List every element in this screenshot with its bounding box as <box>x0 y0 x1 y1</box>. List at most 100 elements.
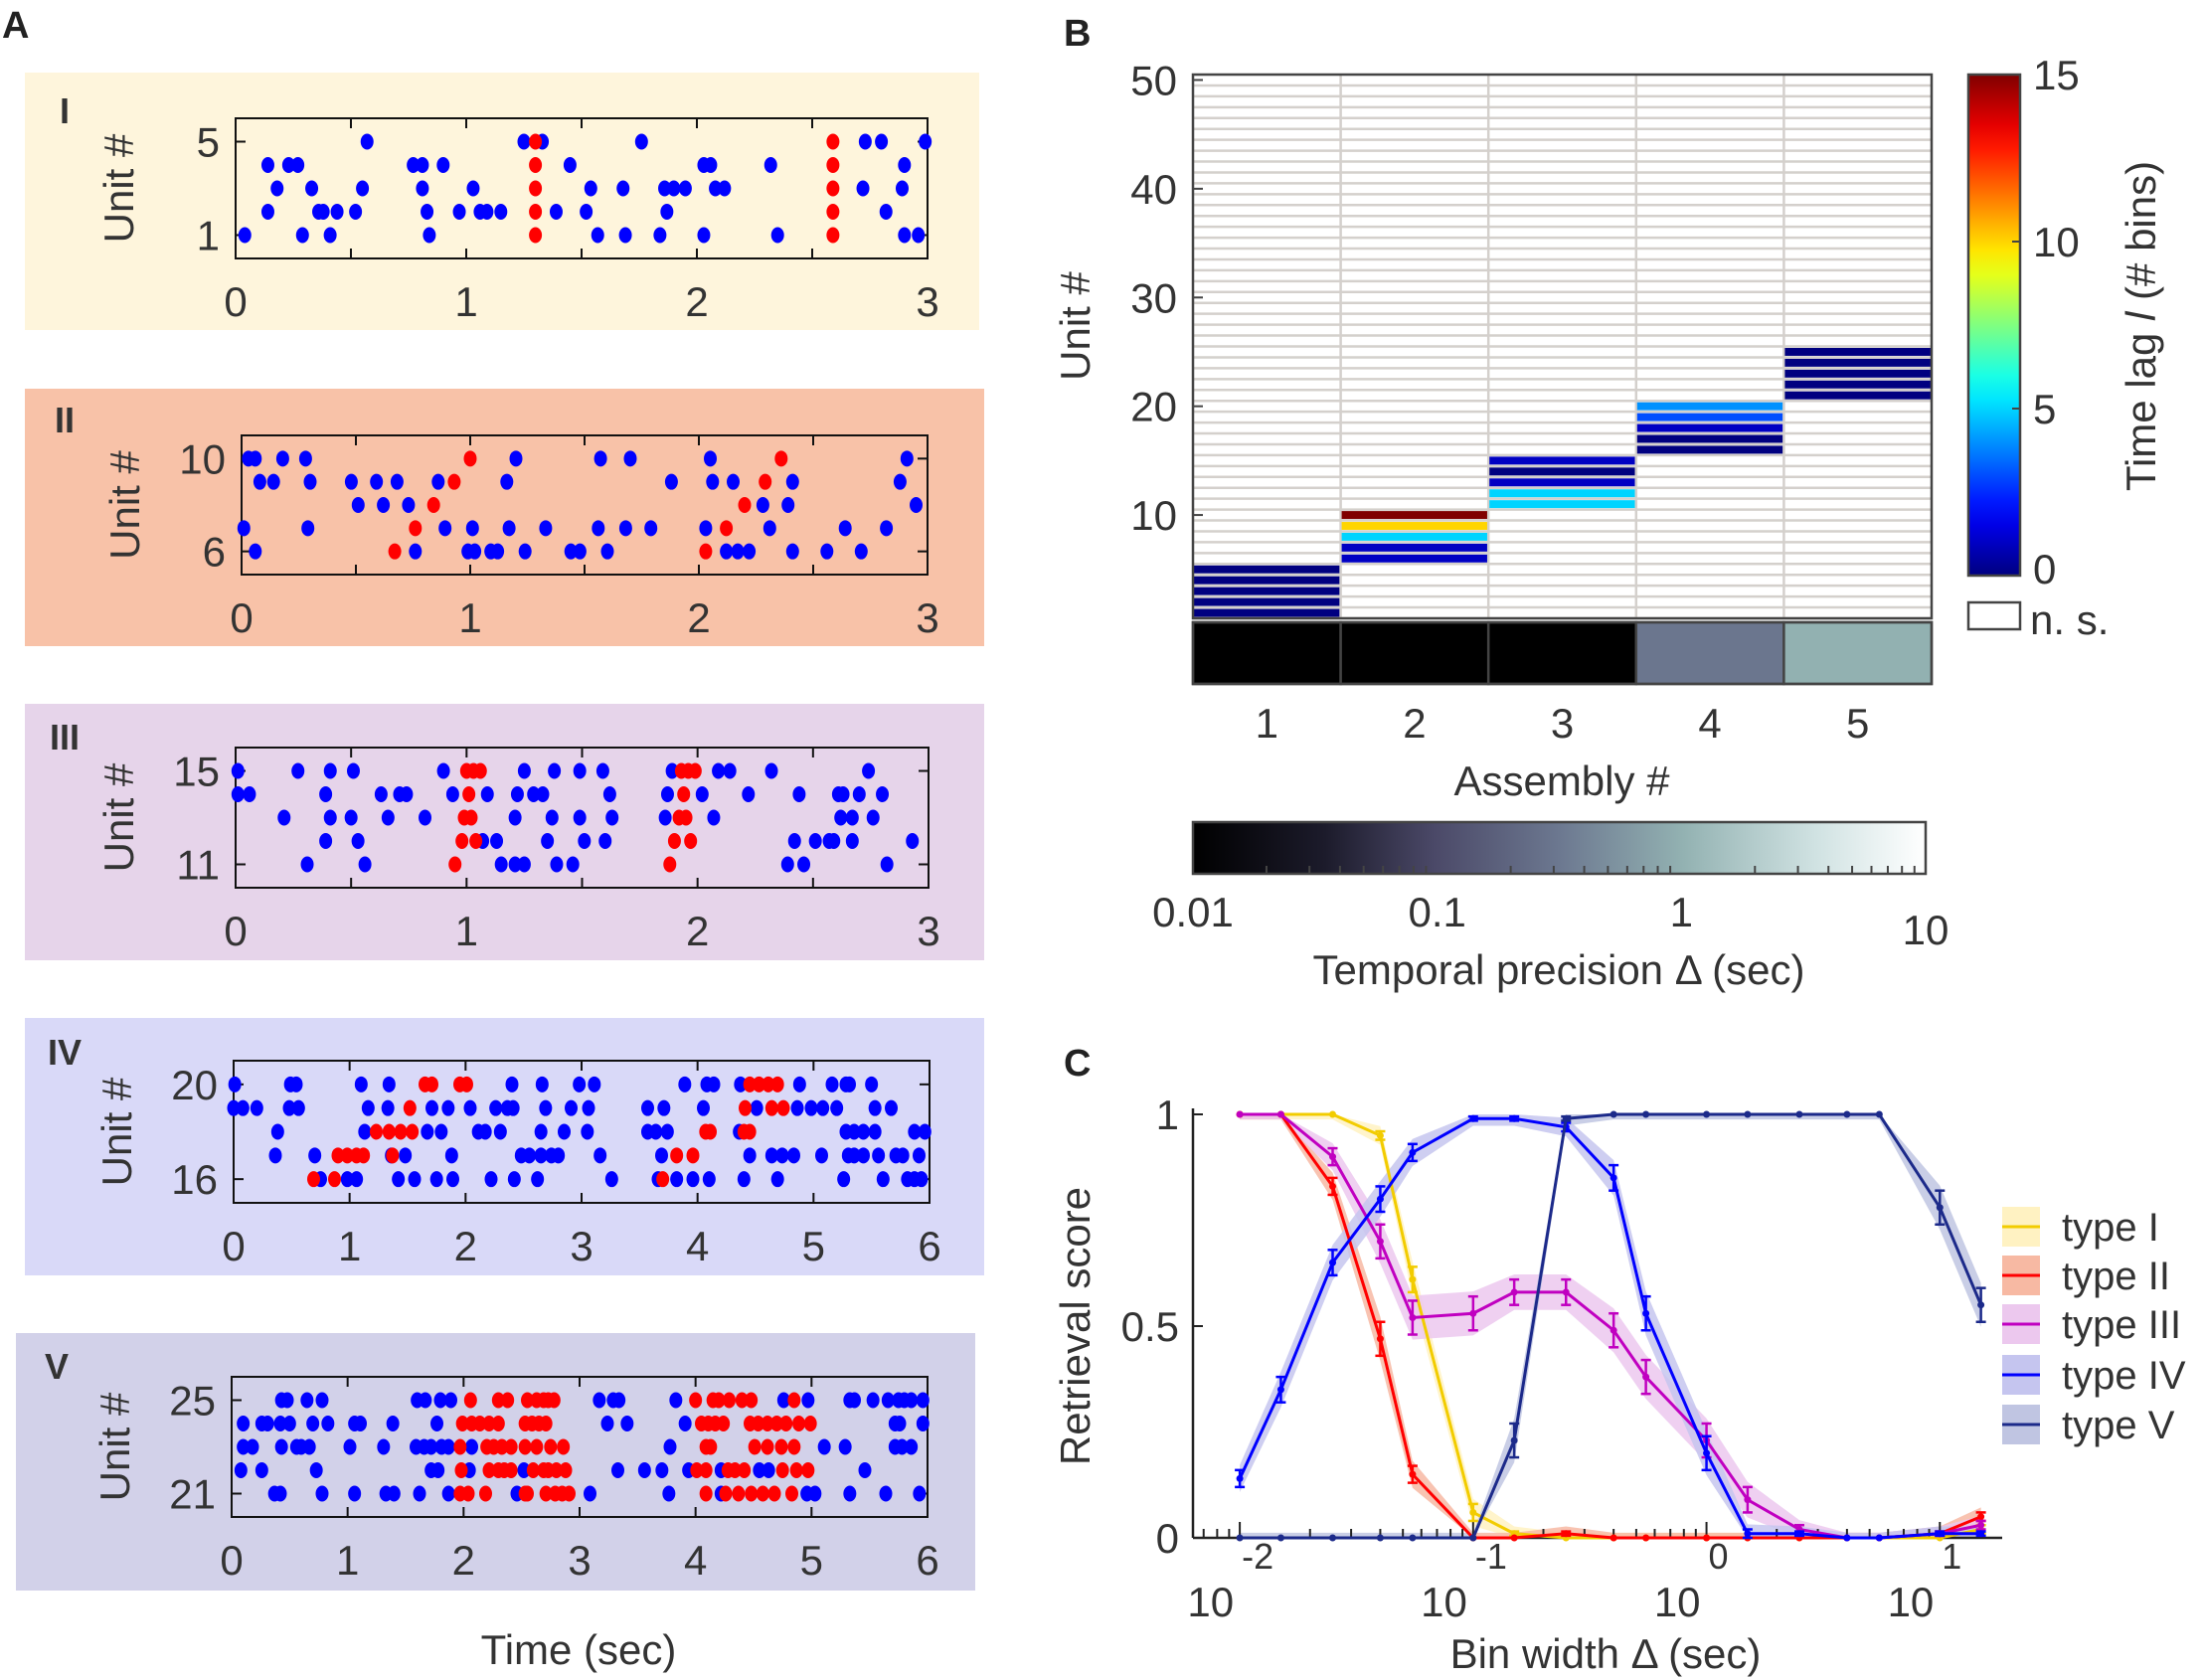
assembly-spike-dot <box>370 1123 383 1140</box>
spike-dot <box>900 450 914 467</box>
assembly-spike-dot <box>501 1392 515 1409</box>
assembly-spike-dot <box>529 157 543 173</box>
spike-dot <box>848 1392 861 1409</box>
spike-dot <box>291 1099 305 1116</box>
spike-dot <box>843 1485 857 1502</box>
assembly-spike-dot <box>539 1485 553 1502</box>
spike-dot <box>845 833 859 849</box>
spike-dot <box>916 1392 930 1409</box>
y-axis-label: Retrieval score <box>1052 1187 1099 1465</box>
spike-dot <box>508 856 522 873</box>
colorbar-title-text: Time lag <box>2118 321 2164 491</box>
data-point <box>1610 1174 1617 1182</box>
data-point <box>1329 1110 1337 1118</box>
heatmap-cell <box>1194 576 1340 585</box>
heatmap-axes-box <box>1191 73 1934 620</box>
spike-dot <box>382 1076 396 1092</box>
spike-dot <box>517 133 531 150</box>
spike-dot <box>600 1416 614 1431</box>
spike-dot <box>742 786 756 802</box>
spike-dot <box>419 1392 432 1409</box>
spike-dot <box>502 520 516 537</box>
y-tick-label: 20 <box>1130 384 1177 430</box>
precision-strip-box <box>1191 620 1934 686</box>
spike-dot <box>260 157 274 173</box>
spike-dot <box>881 1392 895 1409</box>
spike-dot <box>858 133 872 150</box>
spike-dot <box>237 1438 251 1455</box>
data-point <box>1936 1530 1944 1538</box>
spike-dot <box>591 227 604 244</box>
spike-dot <box>446 1171 459 1188</box>
spike-dot <box>641 1099 654 1116</box>
assembly-spike-dot <box>482 1416 496 1431</box>
spike-dot <box>377 1438 391 1455</box>
not-significant-swatch <box>1966 600 2022 631</box>
data-point <box>1562 1114 1570 1122</box>
spike-dot <box>295 227 309 244</box>
raster-panel-numeral: II <box>55 400 75 440</box>
spike-dot <box>319 786 333 802</box>
spike-dot <box>872 1147 886 1164</box>
spike-dot <box>431 473 445 490</box>
spike-dot <box>421 204 434 220</box>
assembly-spike-dot <box>826 180 840 197</box>
spike-dot <box>756 497 769 513</box>
spike-dot <box>678 1416 692 1431</box>
spike-dot <box>763 157 777 173</box>
assembly-spike-dot <box>557 1438 571 1455</box>
spike-dot <box>508 809 522 826</box>
data-point <box>1376 1335 1384 1343</box>
legend-label: type I <box>2062 1206 2159 1250</box>
precision-colorbar-title: Temporal precision Δ (sec) <box>1313 946 1805 993</box>
spike-dot <box>356 180 370 197</box>
spike-dot <box>913 1147 926 1164</box>
spike-dot <box>593 1147 607 1164</box>
data-point <box>1276 1386 1284 1394</box>
x-tick-label: 6 <box>916 1537 938 1584</box>
spike-dot <box>792 1076 806 1092</box>
assembly-tick-label: 1 <box>1256 700 1278 747</box>
spike-dot <box>764 762 778 779</box>
spike-dot <box>595 762 609 779</box>
spike-dot <box>573 543 587 560</box>
spike-dot <box>866 1392 880 1409</box>
x-tick-label: 4 <box>686 1223 709 1269</box>
assembly-spike-dot <box>656 1171 670 1188</box>
legend-entry: type III <box>2002 1303 2181 1347</box>
spike-dot <box>665 762 679 779</box>
data-point <box>1703 1534 1711 1542</box>
spike-dot <box>298 450 312 467</box>
assembly-spike-dot <box>699 543 713 560</box>
raster-background <box>25 1018 984 1275</box>
spike-dot <box>315 1485 329 1502</box>
spike-dot <box>573 762 587 779</box>
spike-dot <box>580 204 593 220</box>
spike-dot <box>618 227 632 244</box>
x-tick-label: 0 <box>224 278 247 325</box>
spike-dot <box>433 1392 447 1409</box>
assembly-spike-dot <box>550 1462 564 1478</box>
spike-dot <box>305 180 319 197</box>
x-tick-label: 0 <box>220 1537 243 1584</box>
data-point <box>1610 1326 1617 1334</box>
precision-colorbar <box>1191 820 1928 876</box>
data-point <box>1510 1436 1518 1444</box>
assembly-spike-dot <box>735 1392 749 1409</box>
spike-dot <box>695 786 709 802</box>
spike-dot <box>490 833 504 849</box>
spike-dot <box>669 1392 683 1409</box>
precision-cell <box>1782 620 1934 686</box>
spike-dot <box>273 1485 287 1502</box>
assembly-spike-dot <box>454 1462 468 1478</box>
spike-dot <box>238 227 252 244</box>
heatmap-cell <box>1341 511 1488 520</box>
data-point <box>1562 1530 1570 1538</box>
y-tick-label: 10 <box>1130 492 1177 539</box>
assembly-spike-dot <box>752 1416 765 1431</box>
spike-dot <box>421 1123 434 1140</box>
assembly-spike-dot <box>521 1485 534 1502</box>
spike-dot <box>409 543 423 560</box>
data-point <box>1376 1534 1384 1542</box>
spike-dot <box>465 1438 478 1455</box>
